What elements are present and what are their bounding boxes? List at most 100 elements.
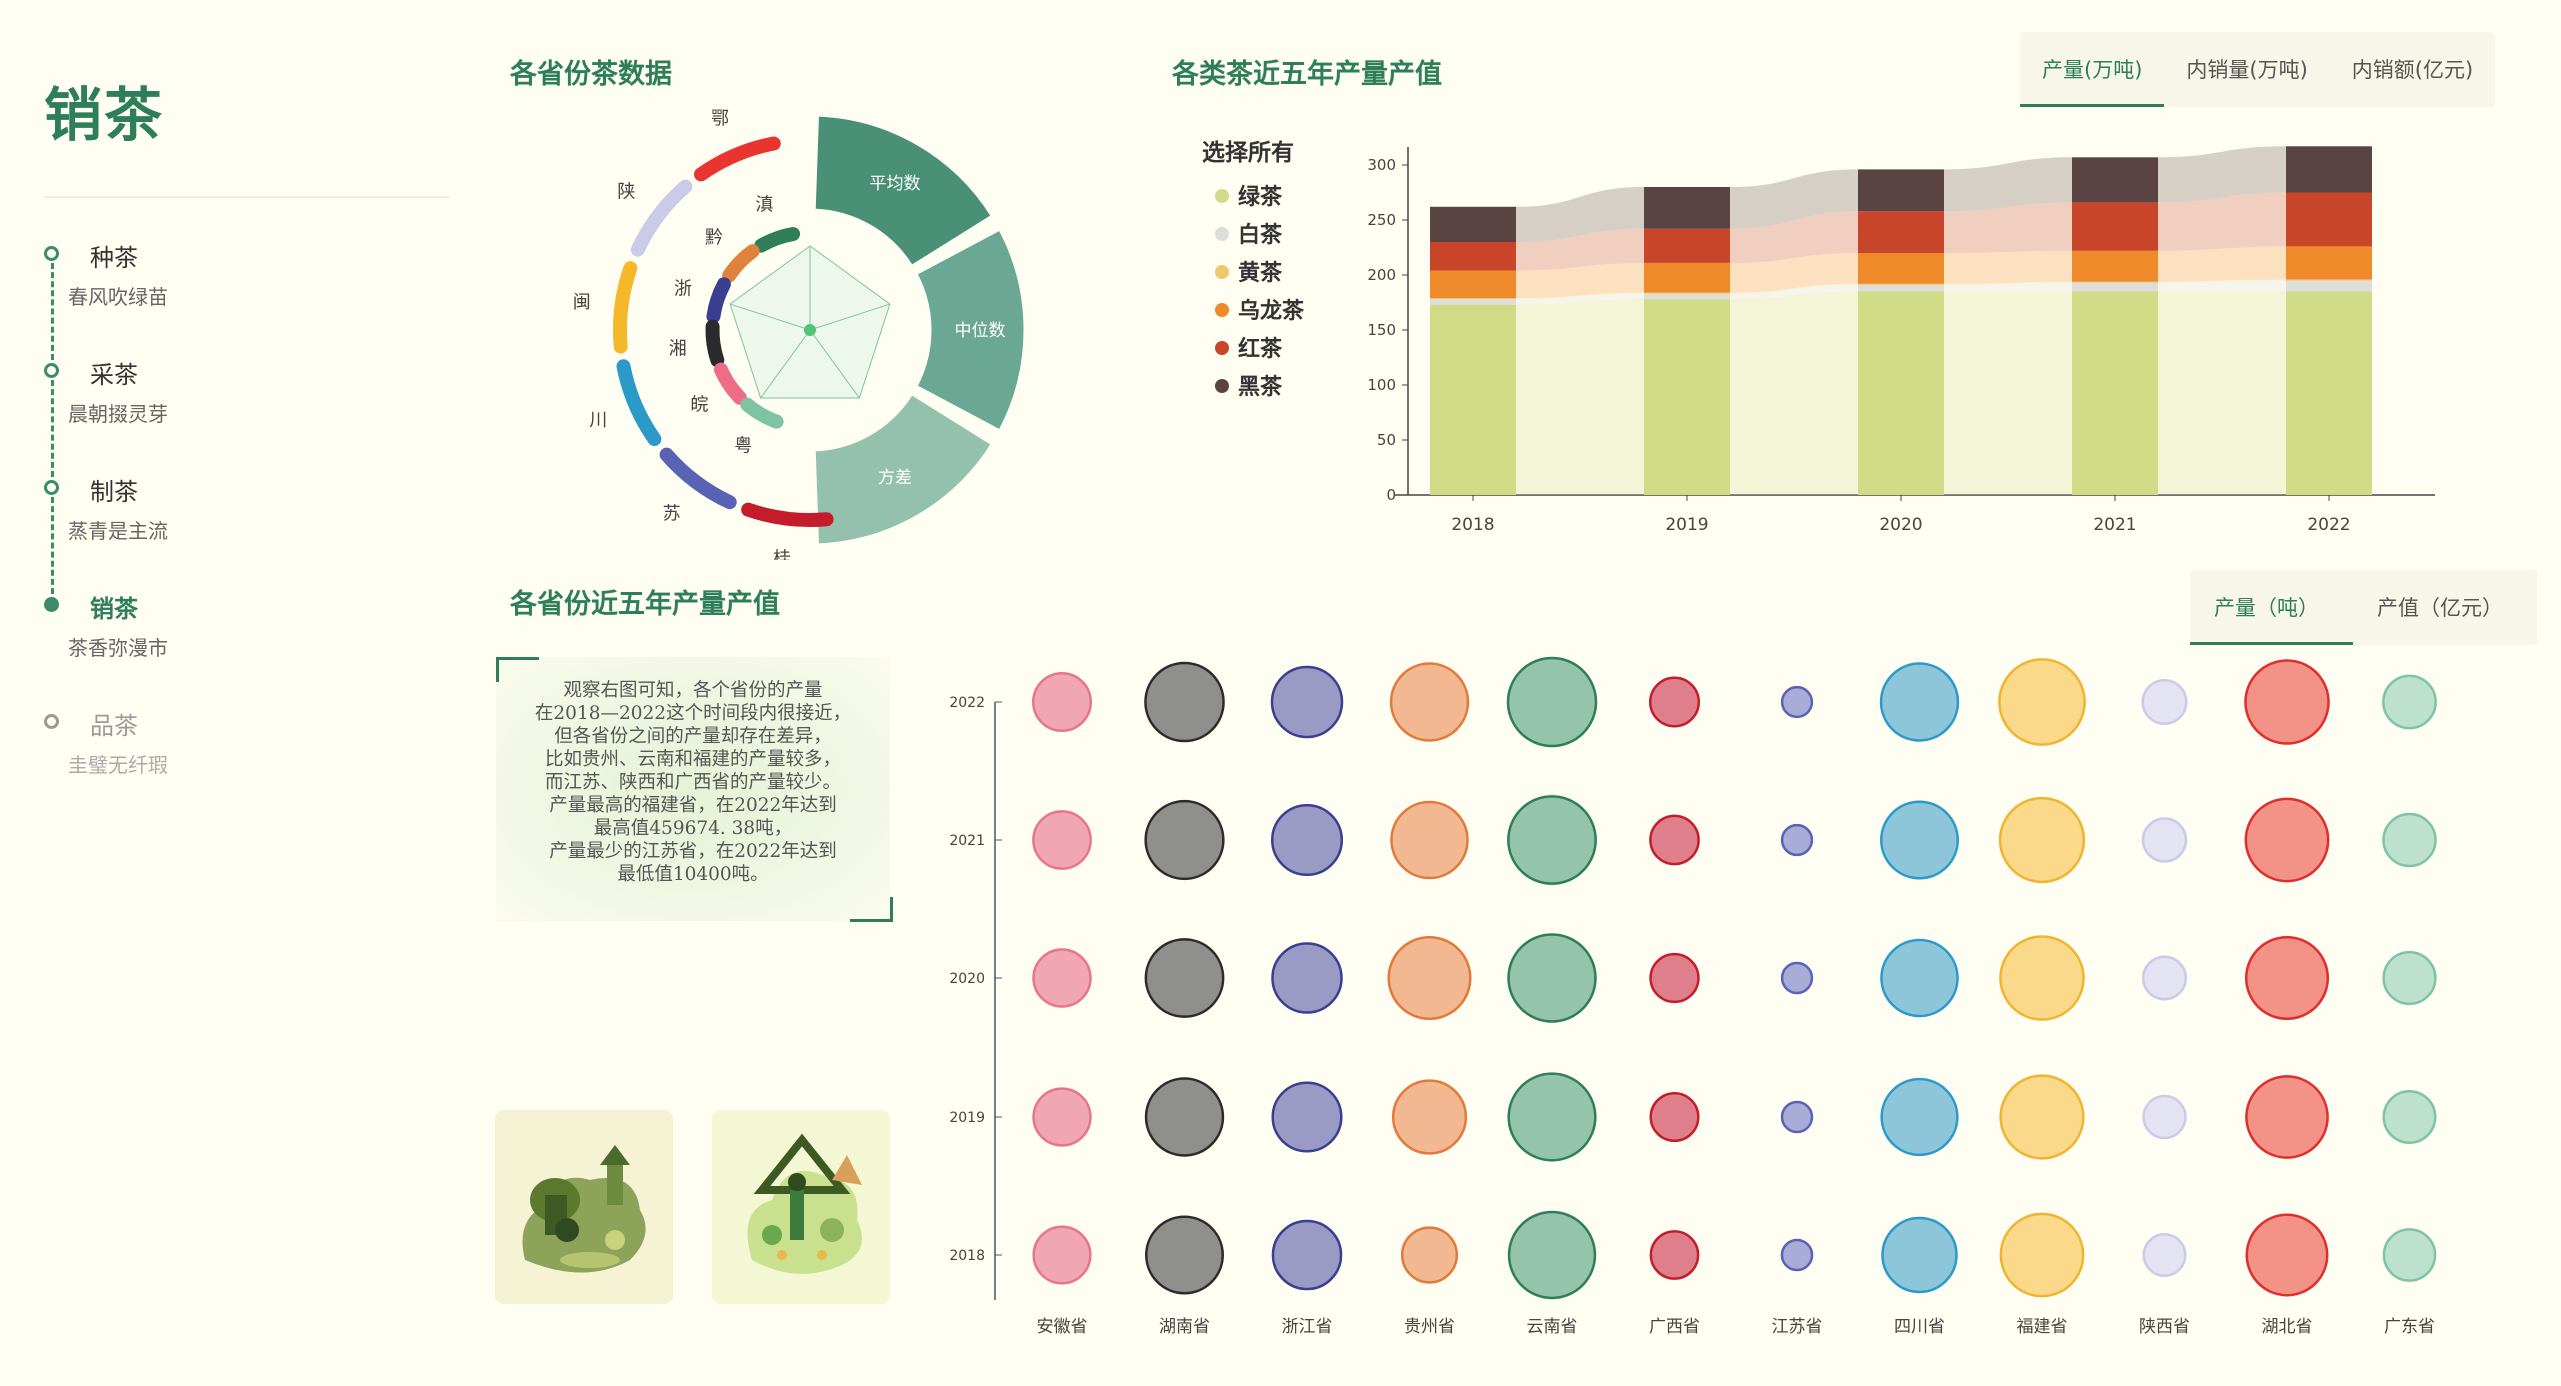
y-tick-label: 150 bbox=[1367, 321, 1396, 339]
bubble-point bbox=[2244, 935, 2330, 1021]
tea-garden-illustration bbox=[495, 1110, 673, 1304]
tea-picker-illustration bbox=[712, 1110, 890, 1304]
tab-bubble-output[interactable]: 产量（吨） bbox=[2190, 570, 2353, 645]
bubble-point bbox=[1144, 661, 1225, 743]
outer-province-label: 川 bbox=[589, 410, 607, 431]
bubble-point bbox=[1999, 1074, 2085, 1160]
bubble-point bbox=[1400, 1226, 1459, 1284]
legend-label: 黄茶 bbox=[1238, 261, 1283, 286]
series-band bbox=[1944, 157, 2072, 212]
bubble-point bbox=[1649, 1091, 1700, 1143]
nav-dot-3 bbox=[44, 597, 59, 612]
bubble-point bbox=[1507, 1210, 1597, 1300]
bubble-point bbox=[1032, 1087, 1092, 1147]
bubble-point bbox=[1998, 658, 2086, 746]
legend-swatch bbox=[1215, 303, 1229, 317]
legend-label: 红茶 bbox=[1238, 336, 1283, 362]
nav-dot-0 bbox=[44, 246, 59, 261]
series-band bbox=[1944, 202, 2072, 253]
bubble-point bbox=[1391, 1079, 1468, 1155]
tab-output[interactable]: 产量(万吨) bbox=[2020, 32, 2165, 107]
bubble-point bbox=[1270, 665, 1344, 739]
bubble-point bbox=[2141, 955, 2188, 1001]
bubble-x-label: 湖北省 bbox=[2262, 1317, 2313, 1337]
note-line: 最低值10400吨。 bbox=[617, 864, 769, 885]
note-line: 观察右图可知，各个省份的产量 bbox=[563, 680, 823, 701]
stat-segment-label: 平均数 bbox=[870, 174, 921, 194]
bubble-point bbox=[2244, 659, 2330, 745]
bar-segment bbox=[2286, 246, 2372, 280]
bubble-point bbox=[1879, 662, 1960, 742]
nav-item-4[interactable]: 品茶 bbox=[90, 712, 138, 740]
series-band bbox=[2158, 246, 2286, 282]
bubble-point bbox=[1648, 676, 1701, 728]
province-chart-title: 各省份茶数据 bbox=[510, 59, 672, 90]
nav-divider bbox=[44, 196, 449, 198]
bubble-x-label: 贵州省 bbox=[1404, 1317, 1455, 1337]
x-tick-label: 2019 bbox=[1665, 515, 1708, 535]
radar-axis bbox=[760, 329, 811, 399]
bar-segment bbox=[1430, 299, 1516, 305]
legend-label: 乌龙茶 bbox=[1238, 298, 1305, 324]
bubble-x-label: 四川省 bbox=[1894, 1317, 1945, 1337]
bubble-point bbox=[1507, 933, 1597, 1023]
bar-segment bbox=[1430, 242, 1516, 271]
bar-segment bbox=[1430, 270, 1516, 299]
nav-dot-1 bbox=[44, 363, 59, 378]
nav-item-0[interactable]: 种茶 bbox=[90, 244, 138, 272]
bubble-point bbox=[1032, 672, 1092, 732]
outer-province-arc bbox=[613, 261, 638, 354]
nav-sub-4: 圭璧无纤瑕 bbox=[68, 753, 168, 777]
outer-province-label: 苏 bbox=[663, 504, 681, 525]
y-tick-label: 250 bbox=[1367, 211, 1396, 229]
bubble-x-label: 江苏省 bbox=[1772, 1317, 1823, 1337]
tab-domestic-sales[interactable]: 内销额(亿元) bbox=[2351, 58, 2474, 82]
tab-domestic-volume[interactable]: 内销量(万吨) bbox=[2186, 58, 2308, 82]
bubble-point bbox=[2244, 797, 2330, 883]
bubble-point bbox=[1880, 800, 1959, 880]
bubble-point bbox=[1032, 1225, 1092, 1285]
series-band bbox=[1944, 282, 2072, 292]
bubble-point bbox=[1880, 938, 1959, 1018]
nav-item-2[interactable]: 制茶 bbox=[90, 478, 138, 506]
bar-segment bbox=[1858, 283, 1944, 285]
bar-segment bbox=[2286, 146, 2372, 193]
bubble-point bbox=[2245, 1075, 2329, 1159]
series-band bbox=[1944, 291, 2072, 495]
bar-segment bbox=[1858, 291, 1944, 495]
bubble-point bbox=[1999, 935, 2085, 1021]
bubble-point bbox=[1881, 1216, 1958, 1294]
bubble-point bbox=[1271, 1219, 1343, 1291]
bubble-point bbox=[1998, 796, 2086, 884]
bubble-x-label: 浙江省 bbox=[1282, 1317, 1333, 1337]
bubble-point bbox=[1144, 799, 1225, 881]
stat-segment-label: 方差 bbox=[878, 468, 912, 488]
nav-connector-0 bbox=[51, 263, 54, 360]
nav-sub-2: 蒸青是主流 bbox=[68, 519, 168, 543]
y-tick-label: 200 bbox=[1367, 266, 1396, 284]
nav-item-1[interactable]: 采茶 bbox=[90, 361, 138, 389]
brand-title: 销茶 bbox=[44, 81, 165, 149]
bubble-point bbox=[2141, 817, 2188, 863]
bar-segment bbox=[2286, 291, 2372, 495]
series-band bbox=[1516, 293, 1644, 305]
tab-bubble-value[interactable]: 产值（亿元） bbox=[2377, 596, 2503, 620]
note-line: 在2018—2022这个时间段内很接近， bbox=[534, 703, 852, 724]
bubble-point bbox=[1780, 1238, 1814, 1272]
bubble-point bbox=[1144, 938, 1225, 1018]
nav-item-3[interactable]: 销茶 bbox=[90, 595, 138, 623]
bar-segment bbox=[1858, 169, 1944, 212]
note-line: 比如贵州、云南和福建的产量较多， bbox=[544, 749, 841, 770]
stat-segment-label: 中位数 bbox=[955, 321, 1006, 341]
series-band bbox=[1516, 299, 1644, 495]
inner-province-arc bbox=[713, 362, 747, 405]
series-band bbox=[1730, 211, 1858, 263]
bar-segment bbox=[1644, 293, 1730, 300]
series-band bbox=[2158, 192, 2286, 251]
bar-segment bbox=[1858, 211, 1944, 253]
nav-connector-2 bbox=[51, 497, 54, 594]
bar-segment bbox=[1430, 298, 1516, 300]
outer-province-arc bbox=[694, 136, 781, 182]
bubble-y-label: 2022 bbox=[949, 695, 985, 711]
